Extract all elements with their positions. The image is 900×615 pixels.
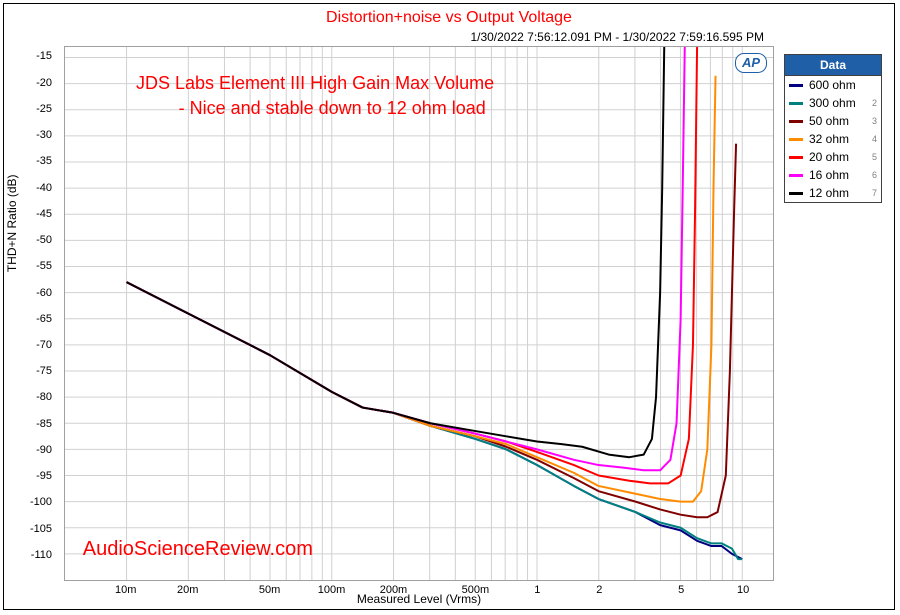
legend-label: 16 ohm (809, 168, 870, 182)
watermark-text: AudioScienceReview.com (83, 538, 313, 561)
ytick-label: -15 (12, 50, 52, 62)
ytick-label: -100 (12, 496, 52, 508)
xtick-label: 100m (318, 584, 346, 596)
legend-num: 2 (872, 98, 877, 108)
ytick-label: -65 (12, 313, 52, 325)
xtick-label: 20m (177, 584, 198, 596)
ytick-label: -105 (12, 523, 52, 535)
legend-item: 600 ohm (785, 76, 881, 94)
legend-num: 6 (872, 170, 877, 180)
xtick-label: 200m (380, 584, 408, 596)
legend-swatch (789, 138, 803, 141)
legend-label: 300 ohm (809, 96, 870, 110)
outer-frame: Distortion+noise vs Output Voltage 1/30/… (3, 3, 895, 610)
xtick-label: 50m (259, 584, 280, 596)
ytick-label: -55 (12, 260, 52, 272)
chart-title: Distortion+noise vs Output Voltage (4, 9, 894, 27)
legend-swatch (789, 156, 803, 159)
legend-num: 4 (872, 134, 877, 144)
ytick-label: -85 (12, 418, 52, 430)
legend-item: 50 ohm3 (785, 112, 881, 130)
legend-label: 32 ohm (809, 132, 870, 146)
legend-label: 50 ohm (809, 114, 870, 128)
legend-item: 16 ohm6 (785, 166, 881, 184)
xtick-label: 2 (596, 584, 602, 596)
plot-svg (65, 47, 773, 580)
plot-area: JDS Labs Element III High Gain Max Volum… (64, 46, 774, 581)
series-line (127, 144, 736, 518)
legend-item: 12 ohm7 (785, 184, 881, 202)
ytick-label: -40 (12, 182, 52, 194)
legend-num: 7 (872, 188, 877, 198)
xtick-label: 5 (678, 584, 684, 596)
ytick-label: -95 (12, 470, 52, 482)
ytick-label: -75 (12, 365, 52, 377)
ytick-label: -30 (12, 129, 52, 141)
legend-num: 5 (872, 152, 877, 162)
legend-label: 20 ohm (809, 150, 870, 164)
ytick-label: -25 (12, 103, 52, 115)
ytick-label: -60 (12, 287, 52, 299)
legend-item: 300 ohm2 (785, 94, 881, 112)
series-line (127, 282, 743, 559)
ytick-label: -70 (12, 339, 52, 351)
series-line (127, 76, 716, 502)
legend-label: 600 ohm (809, 78, 877, 92)
ytick-label: -20 (12, 77, 52, 89)
legend-swatch (789, 84, 803, 87)
ytick-label: -110 (12, 549, 52, 561)
legend-item: 32 ohm4 (785, 130, 881, 148)
ytick-label: -35 (12, 155, 52, 167)
legend-title: Data (785, 55, 881, 76)
legend-swatch (789, 174, 803, 177)
legend-num: 3 (872, 116, 877, 126)
legend-swatch (789, 102, 803, 105)
ytick-label: -90 (12, 444, 52, 456)
ytick-label: -45 (12, 208, 52, 220)
xtick-label: 10 (737, 584, 749, 596)
timestamp-text: 1/30/2022 7:56:12.091 PM - 1/30/2022 7:5… (470, 30, 764, 44)
xtick-label: 1 (534, 584, 540, 596)
legend-box: Data 600 ohm300 ohm250 ohm332 ohm420 ohm… (784, 54, 882, 203)
ytick-label: -50 (12, 234, 52, 246)
x-axis-label: Measured Level (Vrms) (64, 592, 774, 606)
annotation-text: - Nice and stable down to 12 ohm load (179, 98, 486, 119)
xtick-label: 10m (115, 584, 136, 596)
legend-swatch (789, 120, 803, 123)
legend-label: 12 ohm (809, 186, 870, 200)
xtick-label: 500m (462, 584, 490, 596)
legend-swatch (789, 192, 803, 195)
ap-logo: AP (735, 53, 767, 73)
ytick-label: -80 (12, 391, 52, 403)
annotation-text: JDS Labs Element III High Gain Max Volum… (136, 73, 494, 94)
legend-item: 20 ohm5 (785, 148, 881, 166)
